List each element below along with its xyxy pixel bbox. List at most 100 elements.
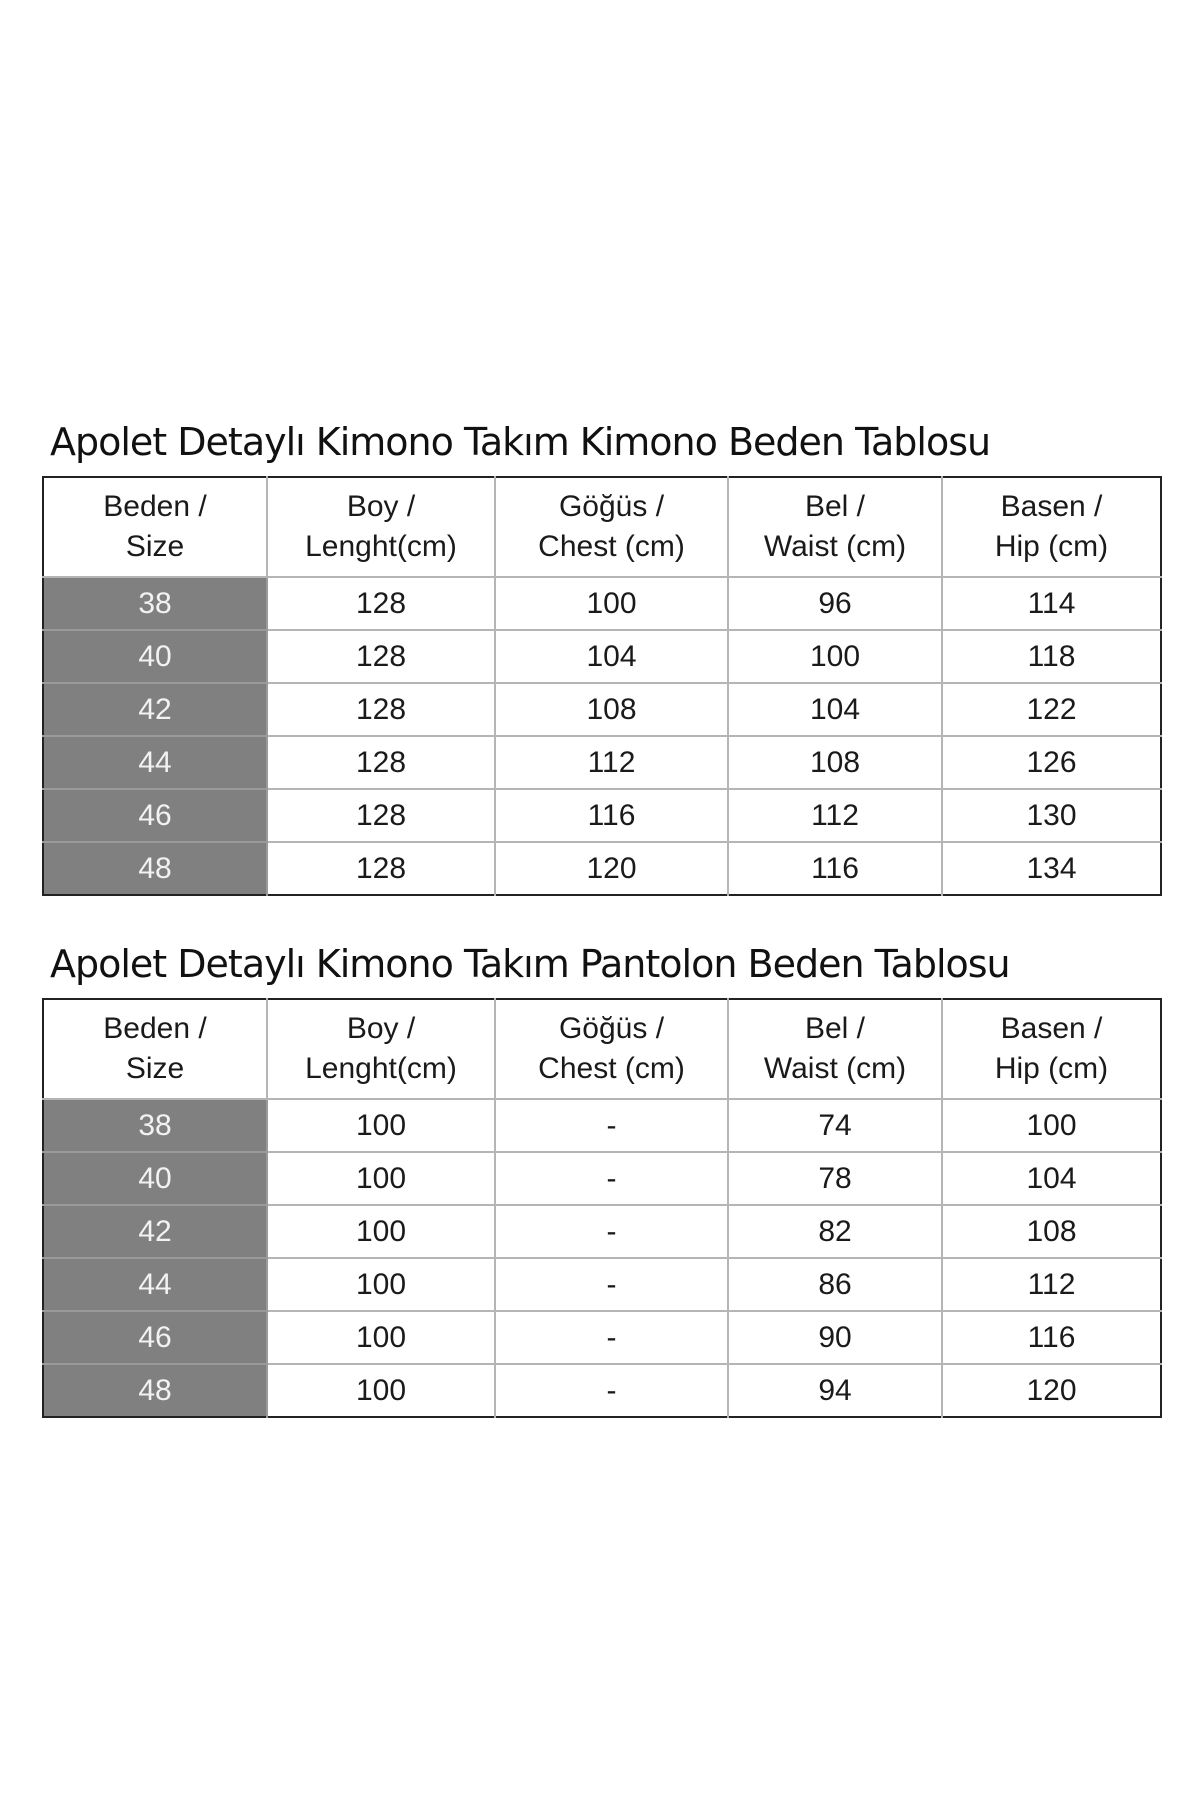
measurement-cell: 100	[727, 629, 943, 684]
header-line: Chest (cm)	[538, 1052, 685, 1085]
header-line: Basen /	[1000, 490, 1103, 523]
size-cell: 38	[43, 576, 268, 631]
table-row: 46 128 116 112 130	[43, 788, 1161, 843]
size-cell: 40	[43, 629, 268, 684]
measurement-cell: -	[494, 1204, 729, 1259]
measurement-cell: 116	[727, 841, 943, 895]
measurement-cell: 78	[727, 1151, 943, 1206]
header-line: Beden /	[103, 490, 207, 523]
column-header: Basen / Hip (cm)	[941, 999, 1161, 1100]
measurement-cell: 104	[727, 682, 943, 737]
measurement-cell: 100	[266, 1151, 496, 1206]
kimono-size-table: Beden / Size Boy / Lenght(cm) Göğüs / Chest (…	[42, 476, 1162, 896]
size-cell: 48	[43, 1363, 268, 1417]
measurement-cell: 108	[727, 735, 943, 790]
pants-size-table: Beden / Size Boy / Lenght(cm) Göğüs / Chest (…	[42, 998, 1162, 1418]
measurement-cell: -	[494, 1363, 729, 1417]
header-line: Size	[125, 1052, 185, 1085]
measurement-cell: 104	[494, 629, 729, 684]
header-line: Basen /	[1000, 1012, 1103, 1045]
header-line: Beden /	[103, 1012, 207, 1045]
size-cell: 40	[43, 1151, 268, 1206]
size-cell: 38	[43, 1098, 268, 1153]
header-line: Lenght(cm)	[305, 1052, 457, 1085]
measurement-cell: 108	[494, 682, 729, 737]
column-header: Göğüs / Chest (cm)	[494, 999, 729, 1100]
header-line: Göğüs /	[558, 1012, 665, 1045]
measurement-cell: 82	[727, 1204, 943, 1259]
measurement-cell: 128	[266, 841, 496, 895]
measurement-cell: 120	[941, 1363, 1161, 1417]
measurement-cell: 128	[266, 788, 496, 843]
header-line: Boy /	[346, 490, 416, 523]
measurement-cell: 100	[266, 1204, 496, 1259]
header-line: Hip (cm)	[994, 1052, 1109, 1085]
table-row: 44 128 112 108 126	[43, 735, 1161, 790]
size-cell: 44	[43, 735, 268, 790]
column-header: Beden / Size	[43, 999, 268, 1100]
kimono-size-chart-title: Apolet Detaylı Kimono Takım Kimono Beden…	[50, 420, 991, 464]
measurement-cell: 104	[941, 1151, 1161, 1206]
measurement-cell: 120	[494, 841, 729, 895]
size-cell: 42	[43, 1204, 268, 1259]
measurement-cell: 126	[941, 735, 1161, 790]
header-line: Boy /	[346, 1012, 416, 1045]
header-line: Hip (cm)	[994, 530, 1109, 563]
measurement-cell: 90	[727, 1310, 943, 1365]
header-row: Beden / Size Boy / Lenght(cm) Göğüs / Chest (…	[43, 999, 1161, 1100]
measurement-cell: 118	[941, 629, 1161, 684]
header-line: Göğüs /	[558, 490, 665, 523]
table-row: 46 100-90 116	[43, 1310, 1161, 1365]
header-line: Bel /	[804, 490, 866, 523]
column-header: Bel / Waist (cm)	[727, 999, 943, 1100]
size-cell: 46	[43, 788, 268, 843]
measurement-cell: 130	[941, 788, 1161, 843]
measurement-cell: 128	[266, 576, 496, 631]
measurement-cell: -	[494, 1257, 729, 1312]
measurement-cell: 128	[266, 682, 496, 737]
column-header: Boy / Lenght(cm)	[266, 477, 496, 578]
measurement-cell: 100	[266, 1310, 496, 1365]
measurement-cell: -	[494, 1151, 729, 1206]
measurement-cell: 112	[941, 1257, 1161, 1312]
header-row: Beden / Size Boy / Lenght(cm) Göğüs / Chest (…	[43, 477, 1161, 578]
measurement-cell: -	[494, 1098, 729, 1153]
measurement-cell: 74	[727, 1098, 943, 1153]
size-cell: 42	[43, 682, 268, 737]
size-cell: 48	[43, 841, 268, 895]
header-line: Waist (cm)	[763, 1052, 907, 1085]
header-line: Bel /	[804, 1012, 866, 1045]
measurement-cell: 100	[494, 576, 729, 631]
header-line: Size	[125, 530, 185, 563]
header-line: Lenght(cm)	[305, 530, 457, 563]
table-row: 40 128 104 100 118	[43, 629, 1161, 684]
measurement-cell: 112	[727, 788, 943, 843]
measurement-cell: 100	[941, 1098, 1161, 1153]
column-header: Bel / Waist (cm)	[727, 477, 943, 578]
pants-size-chart-title: Apolet Detaylı Kimono Takım Pantolon Bed…	[50, 942, 1011, 986]
column-header: Basen / Hip (cm)	[941, 477, 1161, 578]
measurement-cell: 96	[727, 576, 943, 631]
measurement-cell: 112	[494, 735, 729, 790]
measurement-cell: 100	[266, 1257, 496, 1312]
measurement-cell: 86	[727, 1257, 943, 1312]
table-row: 42 100-82 108	[43, 1204, 1161, 1259]
measurement-cell: -	[494, 1310, 729, 1365]
table-row: 44 100-86 112	[43, 1257, 1161, 1312]
measurement-cell: 94	[727, 1363, 943, 1417]
size-cell: 44	[43, 1257, 268, 1312]
table-row: 42 128 108 104 122	[43, 682, 1161, 737]
table-row: 48 128 120 116 134	[43, 841, 1161, 895]
table-row: 38 128 100 96 114	[43, 576, 1161, 631]
measurement-cell: 114	[941, 576, 1161, 631]
table-row: 40 100-78 104	[43, 1151, 1161, 1206]
header-line: Waist (cm)	[763, 530, 907, 563]
measurement-cell: 116	[494, 788, 729, 843]
table-row: 38 100-74 100	[43, 1098, 1161, 1153]
measurement-cell: 134	[941, 841, 1161, 895]
size-cell: 46	[43, 1310, 268, 1365]
measurement-cell: 108	[941, 1204, 1161, 1259]
measurement-cell: 100	[266, 1363, 496, 1417]
column-header: Göğüs / Chest (cm)	[494, 477, 729, 578]
measurement-cell: 128	[266, 735, 496, 790]
